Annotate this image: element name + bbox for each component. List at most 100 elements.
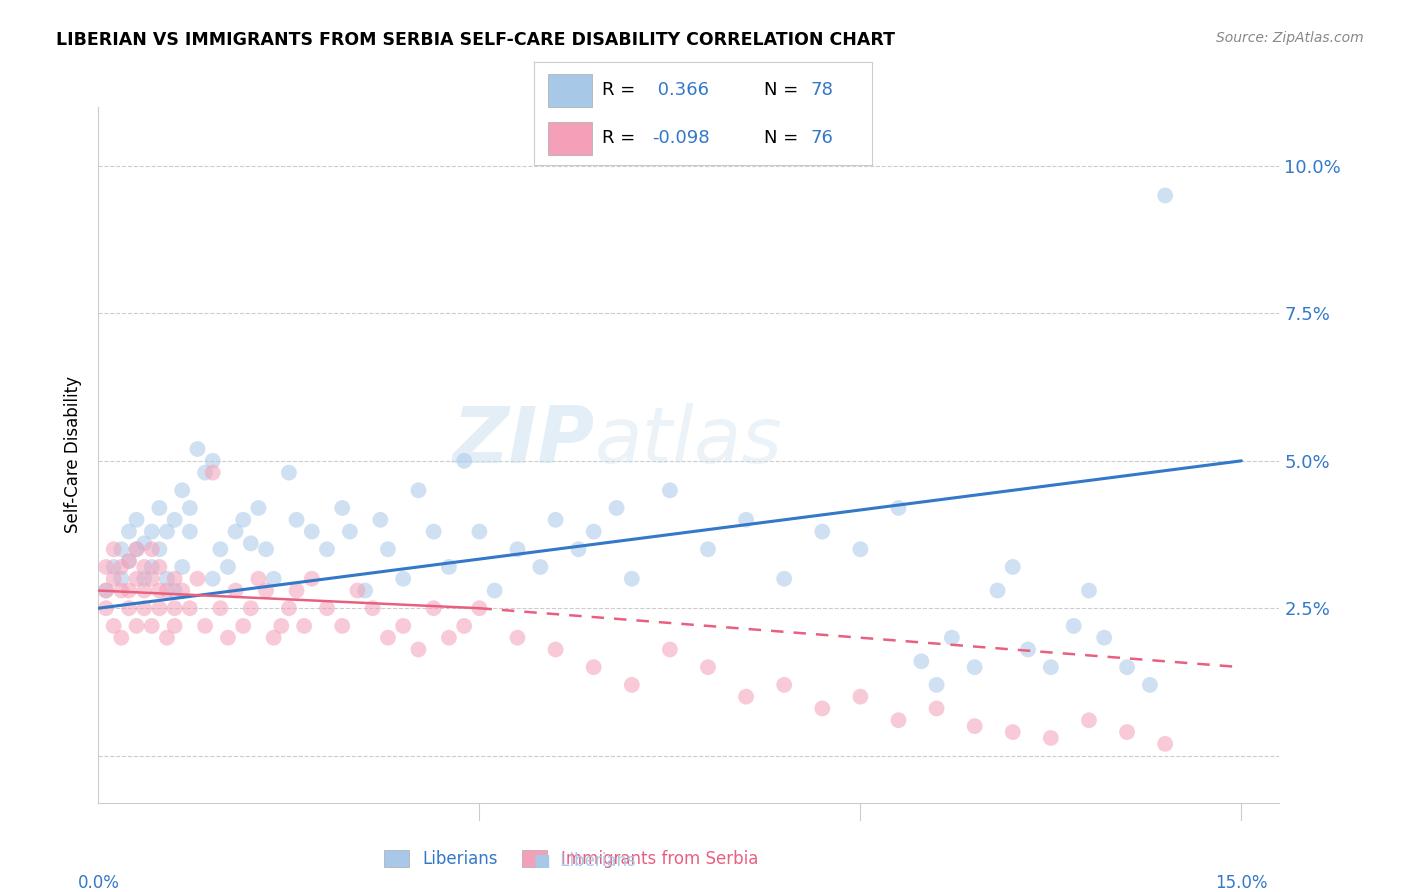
Text: N =: N =: [763, 129, 804, 147]
Point: [186, 442, 208, 456]
Point: [658, 642, 681, 657]
Point: [148, 583, 170, 598]
Point: [773, 678, 796, 692]
Point: [422, 524, 444, 539]
Point: [1078, 583, 1101, 598]
Point: [301, 572, 323, 586]
Point: [141, 542, 163, 557]
FancyBboxPatch shape: [548, 122, 592, 155]
Point: [316, 601, 339, 615]
Point: [134, 536, 156, 550]
Point: [156, 631, 179, 645]
Legend: Liberians, Immigrants from Serbia: Liberians, Immigrants from Serbia: [377, 843, 765, 874]
Point: [148, 500, 170, 515]
Text: 0.0%: 0.0%: [77, 873, 120, 892]
Point: [422, 601, 444, 615]
Point: [110, 583, 132, 598]
Point: [118, 554, 141, 568]
Point: [94, 601, 117, 615]
Point: [263, 631, 285, 645]
Point: [1078, 713, 1101, 727]
Point: [201, 572, 224, 586]
Point: [209, 601, 232, 615]
Point: [239, 536, 262, 550]
Point: [201, 454, 224, 468]
Point: [361, 601, 384, 615]
Point: [179, 601, 201, 615]
Point: [118, 583, 141, 598]
Point: [134, 560, 156, 574]
Point: [986, 583, 1008, 598]
Point: [1017, 642, 1039, 657]
Point: [811, 524, 834, 539]
Point: [1092, 631, 1115, 645]
Point: [254, 583, 277, 598]
Point: [910, 654, 932, 668]
Point: [941, 631, 963, 645]
Text: ■: ■: [534, 852, 550, 870]
Text: R =: R =: [602, 129, 641, 147]
Point: [148, 560, 170, 574]
Point: [285, 583, 308, 598]
Point: [735, 690, 758, 704]
Point: [301, 524, 323, 539]
Point: [118, 554, 141, 568]
Point: [163, 619, 186, 633]
Point: [277, 601, 299, 615]
Point: [118, 601, 141, 615]
Point: [141, 524, 163, 539]
Point: [582, 660, 605, 674]
Point: [94, 583, 117, 598]
Text: ■  Liberians: ■ Liberians: [534, 852, 636, 870]
Text: 0.366: 0.366: [652, 81, 710, 99]
Point: [263, 572, 285, 586]
Point: [125, 542, 148, 557]
Point: [620, 678, 643, 692]
Text: -0.098: -0.098: [652, 129, 710, 147]
Point: [179, 524, 201, 539]
Point: [134, 601, 156, 615]
Point: [377, 542, 399, 557]
Point: [392, 572, 415, 586]
Point: [468, 524, 491, 539]
Text: ZIP: ZIP: [453, 403, 595, 479]
Point: [963, 660, 986, 674]
Point: [339, 524, 361, 539]
Point: [392, 619, 415, 633]
Point: [125, 513, 148, 527]
Point: [697, 660, 720, 674]
Point: [225, 524, 247, 539]
Point: [330, 500, 353, 515]
Point: [887, 713, 910, 727]
Point: [453, 619, 475, 633]
Point: [1116, 725, 1139, 739]
Point: [437, 560, 460, 574]
Point: [156, 583, 179, 598]
Point: [172, 560, 194, 574]
Point: [148, 601, 170, 615]
Point: [172, 483, 194, 498]
Point: [544, 642, 567, 657]
Point: [225, 583, 247, 598]
Point: [377, 631, 399, 645]
Point: [247, 500, 270, 515]
Point: [506, 631, 529, 645]
Point: [1154, 737, 1177, 751]
Point: [125, 572, 148, 586]
Point: [232, 513, 254, 527]
Point: [125, 619, 148, 633]
Point: [194, 619, 217, 633]
Point: [125, 542, 148, 557]
Point: [110, 631, 132, 645]
Point: [606, 500, 628, 515]
Point: [148, 542, 170, 557]
Point: [201, 466, 224, 480]
Point: [506, 542, 529, 557]
Point: [849, 542, 872, 557]
Point: [103, 542, 125, 557]
Text: 15.0%: 15.0%: [1215, 873, 1268, 892]
Point: [134, 583, 156, 598]
Point: [658, 483, 681, 498]
Point: [620, 572, 643, 586]
Text: N =: N =: [763, 81, 804, 99]
